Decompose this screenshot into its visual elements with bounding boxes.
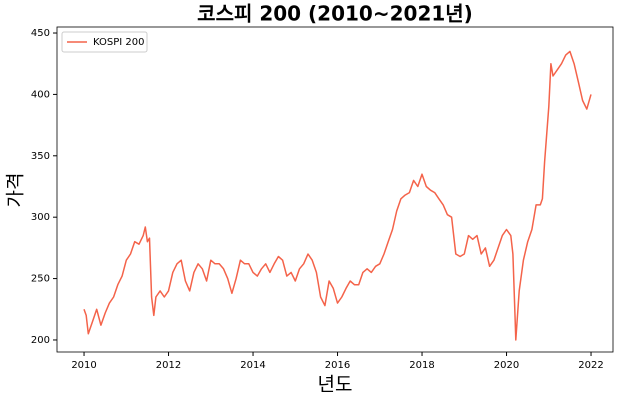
- x-tick-label: 2016: [325, 360, 350, 371]
- legend-label: KOSPI 200: [93, 37, 144, 48]
- legend-box: [61, 31, 148, 53]
- x-tick-label: 2022: [578, 360, 603, 371]
- y-tick-label: 200: [31, 335, 50, 346]
- x-tick-label: 2020: [494, 360, 519, 371]
- line: [83, 50, 592, 341]
- x-tick-label: 2018: [409, 360, 434, 371]
- chart-title: 코스피 200 (2010~2021년): [197, 2, 473, 26]
- y-tick-label: 350: [31, 151, 50, 162]
- x-tick-label: 2010: [71, 360, 96, 371]
- y-tick-label: 250: [31, 274, 50, 285]
- x-axis-label: 년도: [318, 374, 353, 396]
- y-tick-label: 450: [31, 28, 50, 39]
- plot-frame: [56, 26, 614, 353]
- x-tick-label: 2012: [156, 360, 181, 371]
- y-axis-label: 가격: [5, 173, 27, 208]
- y-tick-label: 400: [31, 89, 50, 100]
- y-tick-label: 300: [31, 212, 50, 223]
- x-tick-label: 2014: [240, 360, 265, 371]
